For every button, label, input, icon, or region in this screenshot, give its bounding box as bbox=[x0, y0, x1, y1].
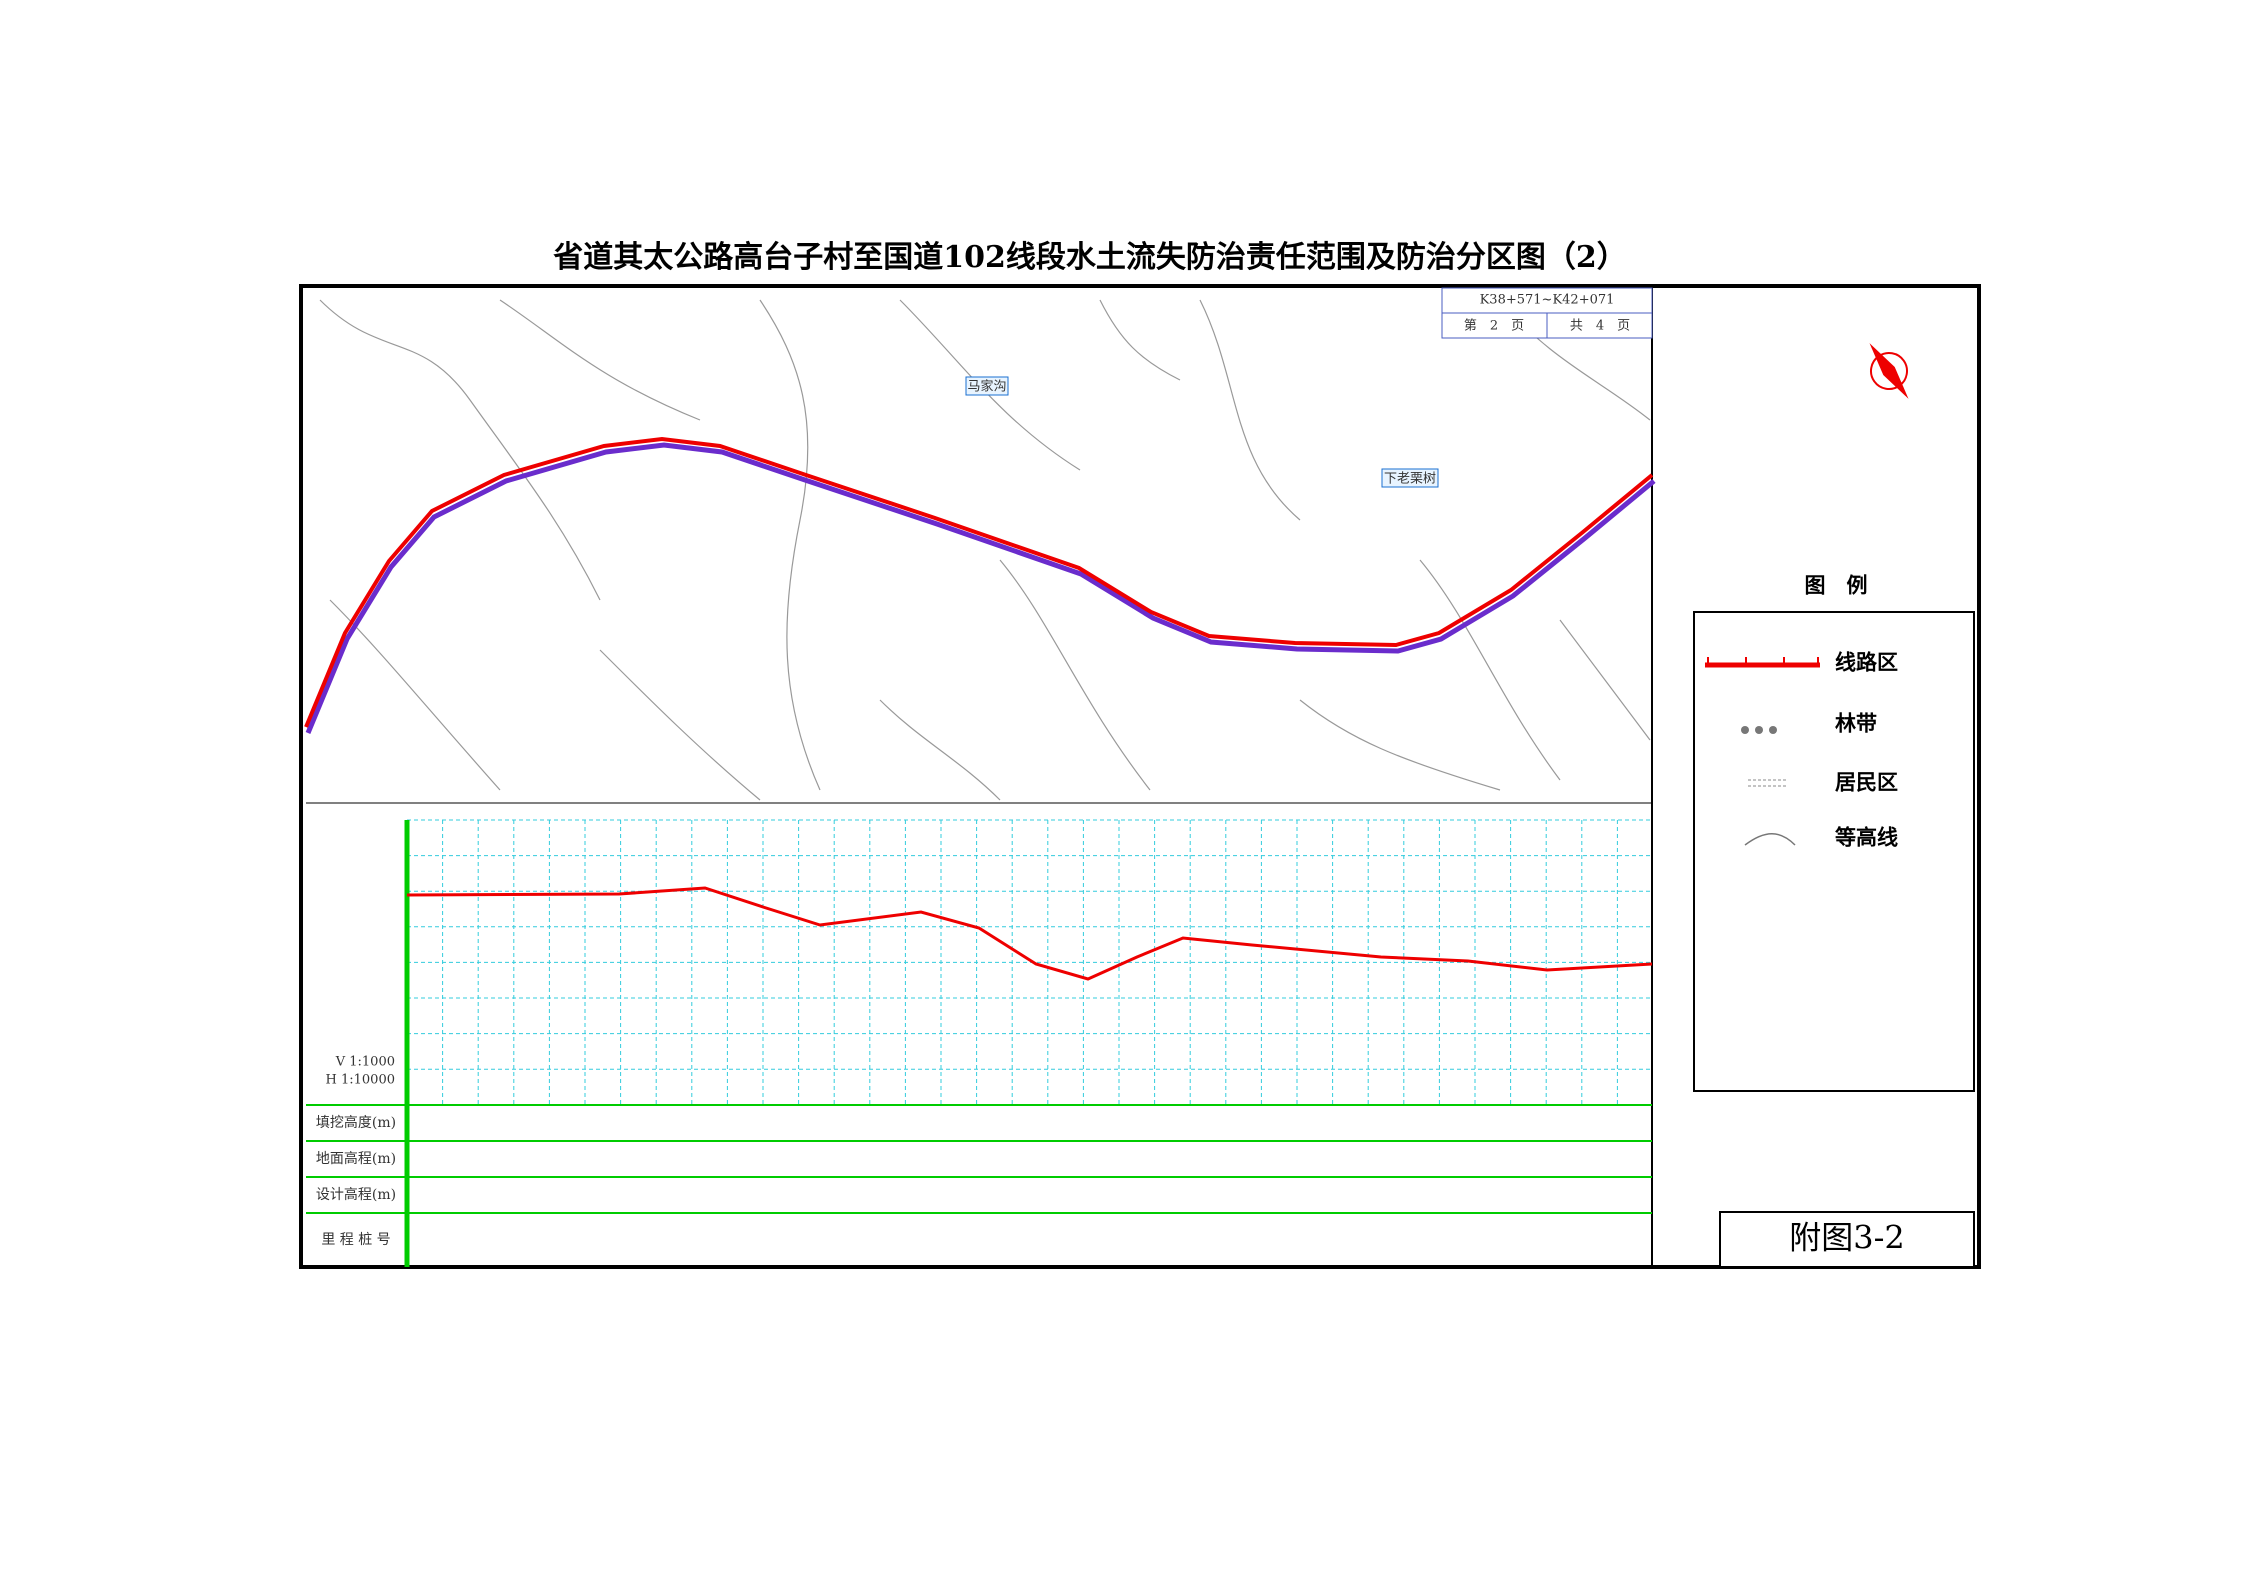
legend-icon bbox=[1748, 779, 1788, 787]
legend-title: 图 例 bbox=[1805, 573, 1868, 598]
route-boundary bbox=[305, 442, 1656, 734]
legend-box bbox=[1693, 611, 1975, 1092]
row-label: 地面高程(m) bbox=[316, 1150, 396, 1167]
place-label: 马家沟 bbox=[967, 379, 1006, 395]
place-box bbox=[1381, 468, 1439, 488]
legend-icon bbox=[1744, 833, 1796, 846]
appendix-label: 附图3-2 bbox=[1789, 1219, 1905, 1257]
legend-label: 等高线 bbox=[1835, 825, 1898, 850]
contour-lines bbox=[319, 299, 1651, 801]
profile-grid bbox=[306, 819, 1652, 1214]
profile-line bbox=[406, 886, 1653, 981]
scale-h: H 1:10000 bbox=[326, 1073, 395, 1088]
row-label: 设计高程(m) bbox=[316, 1186, 396, 1203]
legend-label: 居民区 bbox=[1835, 770, 1898, 795]
sheet-total: 共 4 页 bbox=[1570, 319, 1630, 334]
route bbox=[304, 436, 1654, 728]
frame bbox=[299, 284, 1981, 1269]
map: 马家沟 下老栗树 bbox=[304, 299, 1656, 801]
row-label: 里 程 桩 号 bbox=[321, 1231, 390, 1248]
legend-icon bbox=[1707, 657, 1819, 665]
legend-label: 林带 bbox=[1835, 711, 1877, 736]
place-box bbox=[965, 376, 1009, 396]
appendix-box bbox=[1719, 1211, 1975, 1268]
legend-label: 线路区 bbox=[1835, 650, 1898, 675]
legend-icon bbox=[1741, 726, 1777, 734]
north-arrow bbox=[1869, 343, 1909, 399]
sheet-range: K38+571~K42+071 bbox=[1480, 293, 1615, 308]
row-label: 填挖高度(m) bbox=[316, 1114, 396, 1131]
place-label: 下老栗树 bbox=[1384, 472, 1436, 487]
title: 省道其太公路高台子村至国道102线段水土流失防治责任范围及防治分区图（2） bbox=[553, 240, 1627, 275]
scale-v: V 1:1000 bbox=[335, 1055, 395, 1070]
sheet-page: 第 2 页 bbox=[1464, 319, 1524, 334]
